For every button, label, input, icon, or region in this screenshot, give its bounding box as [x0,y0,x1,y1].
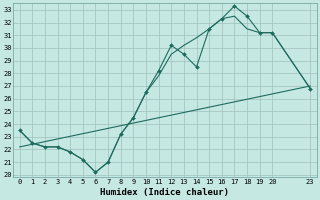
X-axis label: Humidex (Indice chaleur): Humidex (Indice chaleur) [100,188,229,197]
